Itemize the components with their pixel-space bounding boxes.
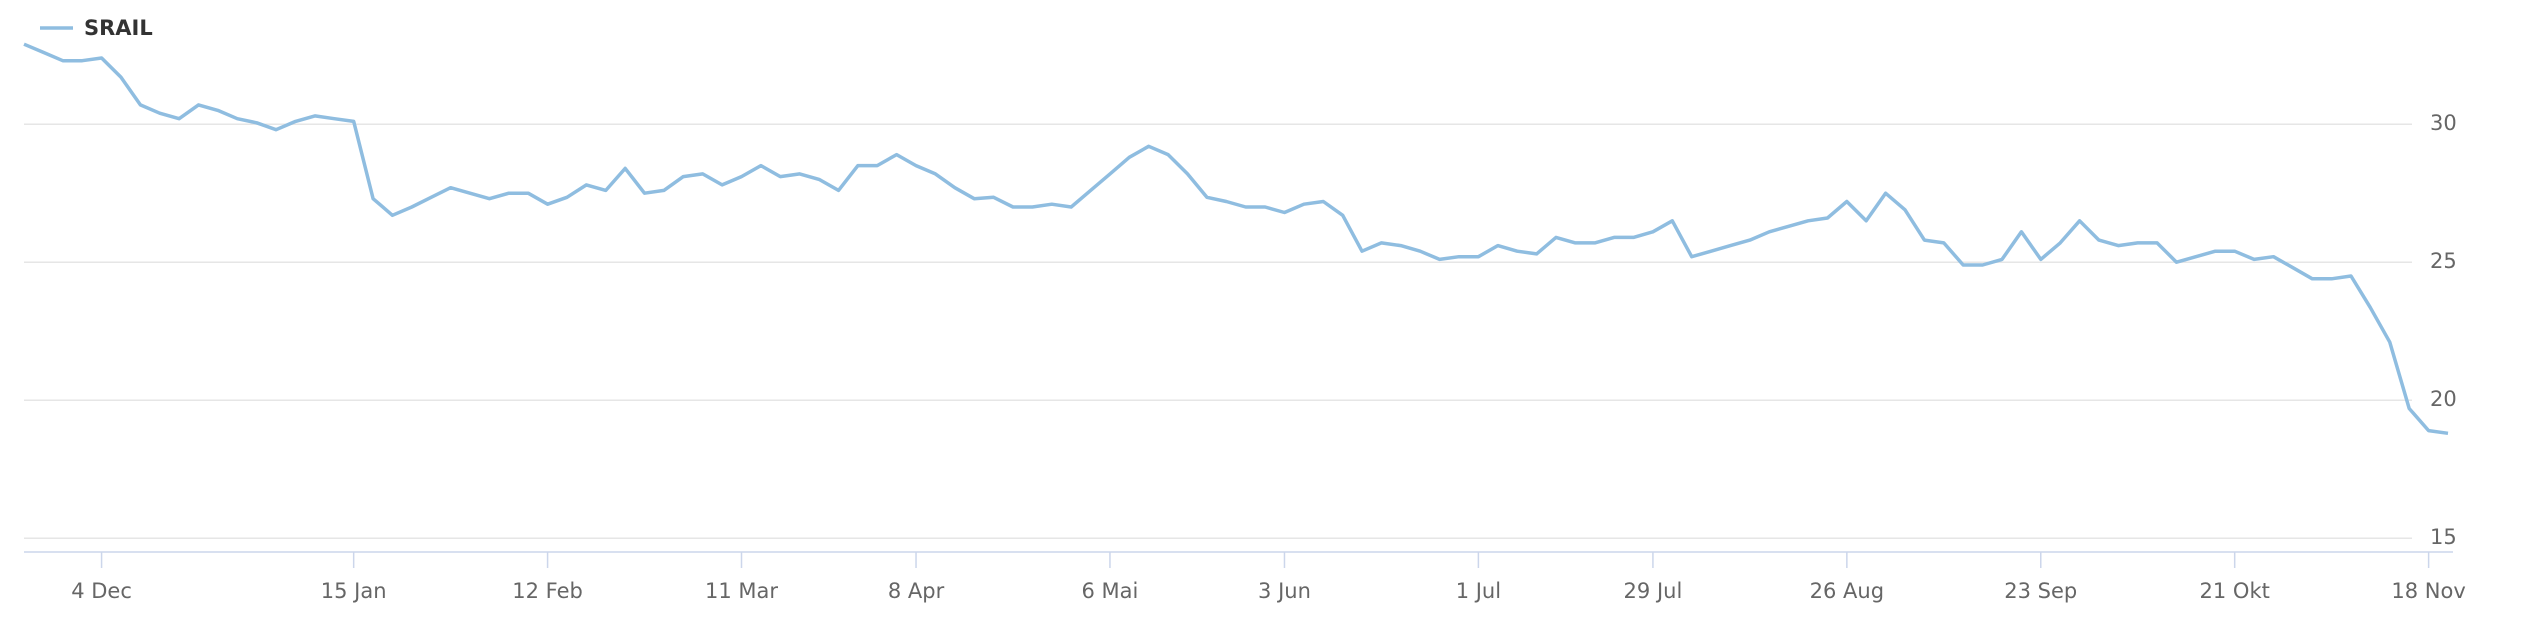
x-tick-label: 12 Feb [512, 579, 583, 603]
x-tick-label: 29 Jul [1624, 579, 1683, 603]
x-tick-label: 3 Jun [1258, 579, 1311, 603]
line-series [23, 42, 2449, 436]
y-tick-label: 20 [2430, 387, 2457, 411]
x-tick-label: 4 Dec [71, 579, 132, 603]
x-tick-label: 11 Mar [705, 579, 778, 603]
x-tick-label: 15 Jan [321, 579, 387, 603]
x-tick-label: 26 Aug [1810, 579, 1884, 603]
y-tick-label: 30 [2430, 111, 2457, 135]
x-tick-label: 21 Okt [2200, 579, 2270, 603]
y-tick-label: 25 [2430, 249, 2457, 273]
legend-label: SRAIL [84, 16, 153, 40]
y-tick-label: 15 [2430, 525, 2457, 549]
x-tick-label: 1 Jul [1456, 579, 1501, 603]
x-tick-label: 18 Nov [2391, 579, 2465, 603]
x-tick-label: 23 Sep [2004, 579, 2077, 603]
x-tick-label: 6 Mai [1082, 579, 1139, 603]
x-tick-label: 8 Apr [888, 579, 945, 603]
